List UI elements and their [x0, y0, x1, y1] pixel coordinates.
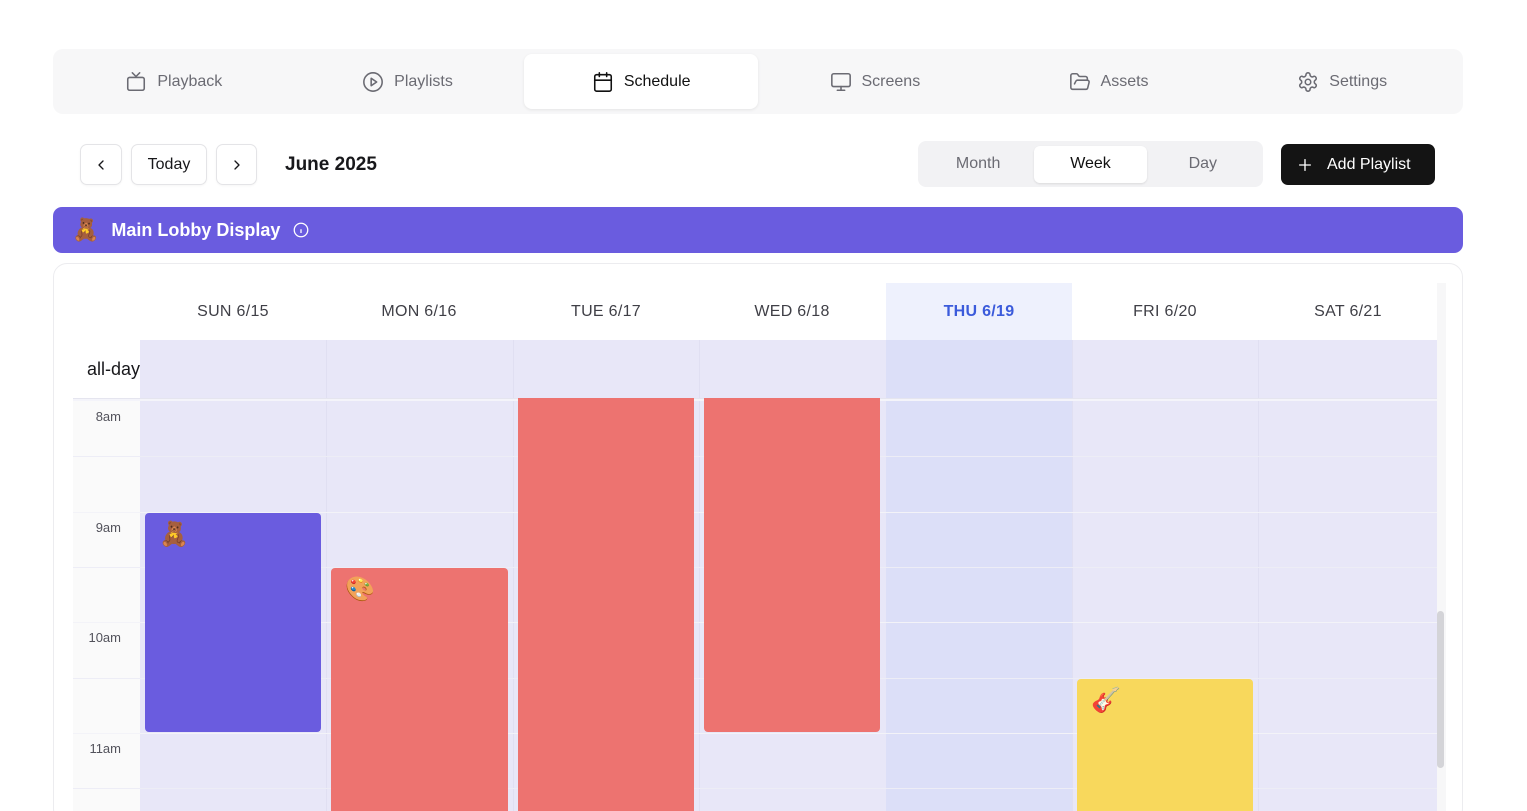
- view-week-button[interactable]: Week: [1034, 145, 1147, 183]
- day-header-row: SUN 6/15 MON 6/16 TUE 6/17 WED 6/18 THU …: [73, 283, 1438, 340]
- info-icon[interactable]: [292, 221, 310, 239]
- event-wed-playlist[interactable]: [704, 398, 880, 732]
- calendar-toolbar: Today June 2025 Month Week Day Add Playl…: [80, 141, 1435, 187]
- today-column-highlight: [886, 340, 1072, 811]
- next-week-button[interactable]: [216, 144, 257, 185]
- column-divider: [699, 340, 700, 811]
- tv-icon: [127, 71, 146, 91]
- add-playlist-label: Add Playlist: [1327, 155, 1411, 173]
- folder-open-icon: [1069, 72, 1090, 90]
- week-calendar: SUN 6/15 MON 6/16 TUE 6/17 WED 6/18 THU …: [73, 283, 1438, 811]
- hour-line: [73, 733, 1438, 734]
- tab-playlists[interactable]: Playlists: [291, 54, 525, 109]
- hour-label-11am: 11am: [89, 741, 121, 756]
- event-fri-playlist[interactable]: 🎸: [1077, 679, 1253, 811]
- hour-label-8am: 8am: [95, 409, 121, 424]
- screen-name: Main Lobby Display: [111, 219, 281, 240]
- tab-label: Schedule: [623, 72, 691, 90]
- main-nav: Playback Playlists Schedule Screens Asse…: [53, 49, 1463, 114]
- day-header-sun[interactable]: SUN 6/15: [197, 302, 269, 320]
- tab-schedule[interactable]: Schedule: [524, 54, 759, 109]
- tab-label: Settings: [1329, 72, 1388, 90]
- tab-label: Playback: [157, 72, 223, 90]
- day-header-mon[interactable]: MON 6/16: [381, 302, 457, 320]
- screen-banner: 🧸 Main Lobby Display: [53, 207, 1463, 253]
- event-tue-playlist[interactable]: [518, 398, 694, 811]
- calendar-scrollbar-thumb[interactable]: [1437, 611, 1444, 768]
- time-gutter: [73, 401, 140, 811]
- event-sun-playlist[interactable]: 🧸: [145, 513, 321, 732]
- day-header-thu[interactable]: THU 6/19: [886, 283, 1072, 340]
- tab-label: Assets: [1100, 72, 1149, 90]
- tab-label: Playlists: [394, 72, 453, 90]
- calendar-card: SUN 6/15 MON 6/16 TUE 6/17 WED 6/18 THU …: [53, 263, 1463, 811]
- event-mon-playlist[interactable]: 🎨: [331, 568, 508, 811]
- prev-week-button[interactable]: [80, 144, 122, 185]
- half-hour-line: [73, 788, 1438, 789]
- teddy-bear-icon: 🧸: [72, 217, 100, 242]
- plus-icon: [1299, 158, 1311, 171]
- chevron-right-icon: [233, 159, 240, 170]
- tab-assets[interactable]: Assets: [992, 54, 1226, 109]
- palette-icon: 🎨: [345, 576, 375, 603]
- view-day-button[interactable]: Day: [1188, 155, 1218, 172]
- column-divider: [1072, 340, 1073, 811]
- chevron-left-icon: [98, 159, 104, 170]
- day-header-fri[interactable]: FRI 6/20: [1133, 302, 1197, 320]
- teddy-bear-icon: 🧸: [159, 521, 189, 548]
- gear-icon: [1299, 71, 1318, 92]
- column-divider: [1258, 340, 1259, 811]
- monitor-icon: [830, 72, 851, 91]
- column-divider: [326, 340, 327, 811]
- tab-settings[interactable]: Settings: [1225, 54, 1459, 109]
- column-divider: [513, 340, 514, 811]
- add-playlist-button[interactable]: Add Playlist: [1281, 144, 1435, 185]
- hour-label-9am: 9am: [95, 520, 121, 535]
- all-day-label: all-day: [86, 359, 140, 379]
- tab-label: Screens: [861, 72, 921, 90]
- calendar-scrollbar-track[interactable]: [1437, 283, 1446, 811]
- hour-label-10am: 10am: [88, 630, 121, 645]
- current-period-title: June 2025: [285, 154, 377, 175]
- calendar-icon: [593, 71, 612, 92]
- view-month-button[interactable]: Month: [955, 155, 1001, 172]
- view-switcher: Month Week Day: [918, 141, 1263, 187]
- play-circle-icon: [363, 71, 384, 92]
- day-header-wed[interactable]: WED 6/18: [754, 302, 830, 320]
- tab-playback[interactable]: Playback: [57, 54, 291, 109]
- today-button[interactable]: Today: [131, 144, 207, 185]
- guitar-icon: 🎸: [1091, 687, 1121, 714]
- tab-screens[interactable]: Screens: [758, 54, 992, 109]
- day-header-tue[interactable]: TUE 6/17: [571, 302, 641, 320]
- day-header-sat[interactable]: SAT 6/21: [1314, 302, 1382, 320]
